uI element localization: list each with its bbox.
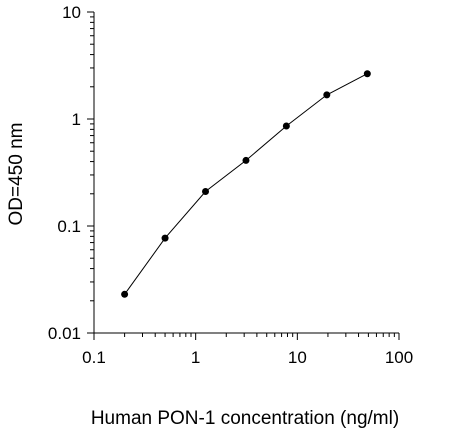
data-point <box>323 91 331 99</box>
y-tick-label: 0.01 <box>48 324 81 343</box>
x-tick-label: 10 <box>288 348 307 367</box>
y-tick-label: 10 <box>62 3 81 22</box>
data-point <box>242 156 250 164</box>
data-point <box>282 122 290 130</box>
x-tick-label: 100 <box>385 348 413 367</box>
y-tick-label: 1 <box>72 110 81 129</box>
x-tick-label: 0.1 <box>82 348 106 367</box>
x-tick-label: 1 <box>191 348 200 367</box>
data-point <box>161 234 169 242</box>
data-point <box>363 70 371 78</box>
series-line <box>124 73 368 295</box>
data-point <box>202 188 210 196</box>
x-axis-label: Human PON-1 concentration (ng/ml) <box>91 408 399 429</box>
y-tick-label: 0.1 <box>57 217 81 236</box>
y-axis-label: OD=450 nm <box>6 123 27 226</box>
data-point <box>121 290 129 298</box>
